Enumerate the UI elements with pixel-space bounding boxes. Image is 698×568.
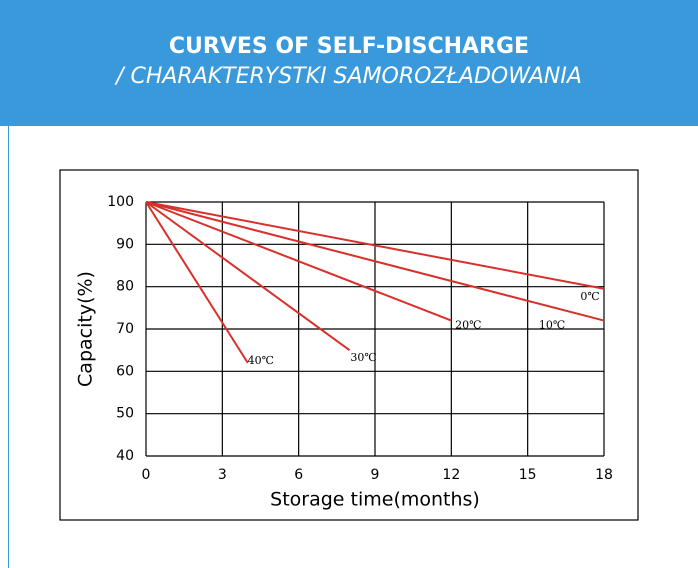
- left-border: [8, 126, 9, 568]
- chart-frame: [59, 169, 639, 521]
- x-tick-label: 3: [218, 467, 227, 483]
- y-axis-label: Capacity(%): [75, 271, 97, 387]
- x-tick-label: 6: [294, 467, 303, 483]
- line-series: [145, 201, 351, 351]
- y-tick-label: 90: [116, 236, 134, 252]
- line-series: [145, 201, 605, 322]
- y-tick-label: 50: [116, 406, 134, 422]
- line-series: [145, 201, 605, 290]
- series-label: 20℃: [455, 319, 481, 332]
- y-tick-label: 100: [107, 194, 134, 210]
- header: CURVES OF SELF-DISCHARGE / CHARAKTERYSTK…: [0, 0, 698, 126]
- x-tick-label: 12: [442, 467, 460, 483]
- series-label: 10℃: [539, 319, 565, 332]
- header-subtitle: / CHARAKTERYSTKI SAMOROZŁADOWANIA: [116, 64, 582, 89]
- line-series: [145, 201, 452, 322]
- x-tick-label: 15: [519, 467, 537, 483]
- y-tick-label: 60: [116, 363, 134, 379]
- series-label: 30℃: [350, 351, 376, 364]
- x-axis-label: Storage time(months): [270, 489, 480, 511]
- line-series: [145, 201, 249, 364]
- series-label: 0℃: [580, 290, 599, 303]
- x-tick-label: 9: [371, 467, 380, 483]
- y-tick-label: 40: [116, 448, 134, 464]
- series-label: 40℃: [248, 354, 274, 367]
- y-tick-label: 80: [116, 279, 134, 295]
- header-title: CURVES OF SELF-DISCHARGE: [168, 34, 530, 59]
- x-tick-label: 18: [595, 467, 613, 483]
- x-tick-label: 0: [142, 467, 151, 483]
- y-tick-label: 70: [116, 321, 134, 337]
